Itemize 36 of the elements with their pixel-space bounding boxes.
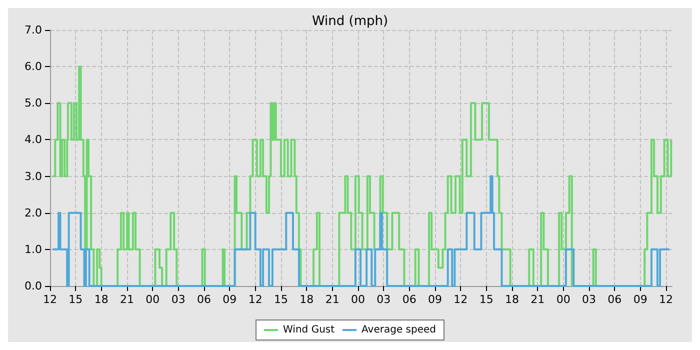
x-tick-label: 03 <box>376 293 391 306</box>
x-tick-label: 18 <box>94 293 108 306</box>
x-tick-label: 12 <box>248 293 262 306</box>
y-tick-label: 7.0 <box>24 24 42 36</box>
x-tick-label: 06 <box>197 293 212 306</box>
x-tick-label: 03 <box>171 293 186 306</box>
x-tick-label: 12 <box>43 293 57 306</box>
x-tick-label: 15 <box>479 293 494 306</box>
x-tick-label: 00 <box>146 293 160 306</box>
x-tick-label: 06 <box>608 293 622 306</box>
x-tick-label: 15 <box>274 293 288 306</box>
x-tick-label: 00 <box>351 293 366 306</box>
x-tick-label: 18 <box>505 293 520 306</box>
legend-label: Wind Gust <box>283 324 335 336</box>
x-tick-label: 09 <box>222 293 237 306</box>
legend-label: Average speed <box>362 324 436 336</box>
x-tick-label: 06 <box>402 293 416 306</box>
chart-title: Wind (mph) <box>312 14 388 29</box>
x-tick-label: 12 <box>454 293 468 306</box>
x-tick-label: 15 <box>68 293 83 306</box>
y-tick-label: 1.0 <box>24 242 42 256</box>
x-tick-label: 21 <box>325 293 340 306</box>
x-tick-label: 03 <box>582 293 596 306</box>
y-tick-label: 2.0 <box>24 206 42 220</box>
x-tick-label: 18 <box>300 293 314 306</box>
y-tick-label: 3.0 <box>24 170 42 183</box>
y-tick-label: 4.0 <box>24 133 42 146</box>
y-tick-label: 6.0 <box>24 60 42 74</box>
x-tick-label: 09 <box>428 293 442 306</box>
x-tick-label: 12 <box>659 293 674 306</box>
y-tick-label: 5.0 <box>24 96 42 110</box>
x-tick-label: 21 <box>120 293 134 306</box>
x-tick-label: 00 <box>556 293 570 306</box>
x-tick-label: 09 <box>633 293 648 306</box>
y-tick-label: 0.0 <box>24 280 42 292</box>
x-tick-label: 21 <box>530 293 545 306</box>
